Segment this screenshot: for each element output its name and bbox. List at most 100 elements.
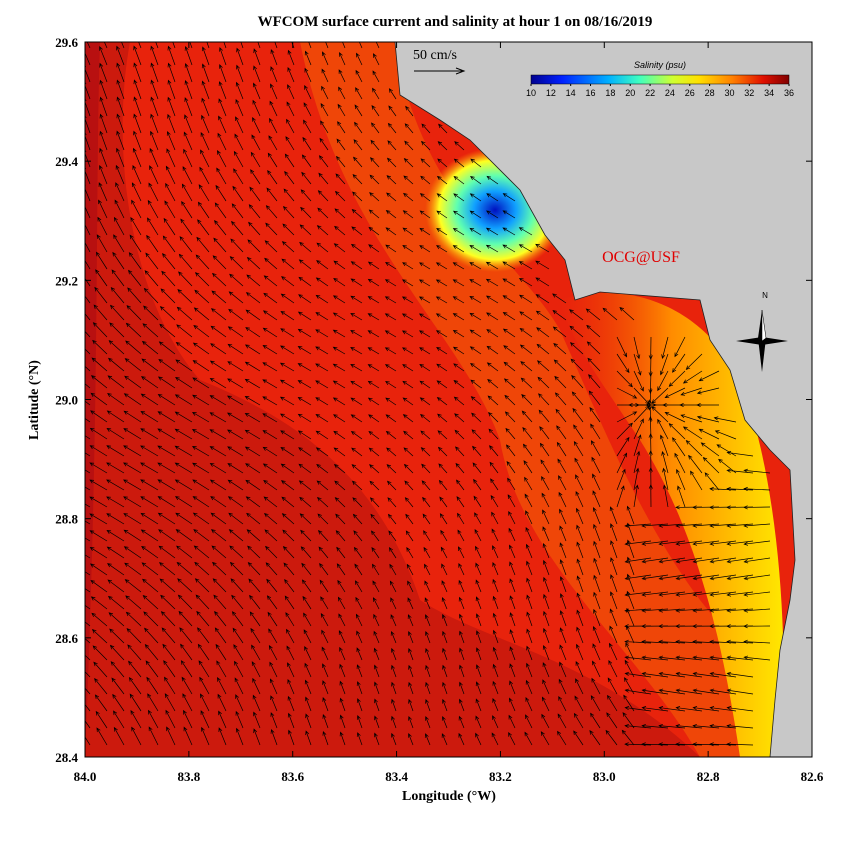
current-arrow: [162, 643, 176, 661]
current-arrow: [265, 205, 278, 219]
current-arrow: [337, 579, 346, 593]
current-arrow: [227, 395, 244, 406]
current-arrow: [680, 414, 703, 423]
current-arrow: [85, 224, 91, 236]
current-arrow: [251, 134, 261, 151]
current-arrow: [682, 370, 703, 384]
current-arrow: [165, 165, 176, 185]
current-arrow: [726, 688, 754, 695]
current-arrow: [574, 695, 584, 712]
current-arrow: [452, 245, 465, 253]
current-arrow: [626, 590, 635, 610]
current-arrow: [509, 595, 516, 610]
current-arrow: [332, 397, 346, 406]
current-arrow: [133, 79, 142, 100]
current-arrow: [402, 262, 414, 270]
current-arrow: [726, 574, 754, 581]
current-arrow: [131, 726, 142, 746]
current-arrow: [626, 539, 635, 559]
current-arrow: [489, 445, 499, 457]
current-arrow: [389, 563, 397, 576]
current-arrow: [408, 647, 414, 661]
current-arrow: [458, 732, 465, 746]
current-arrow: [149, 165, 159, 185]
current-arrow: [454, 141, 465, 151]
current-arrow: [111, 269, 125, 287]
current-arrow: [470, 158, 482, 168]
current-arrow: [321, 646, 329, 661]
current-arrow: [281, 513, 295, 525]
current-arrow: [270, 712, 278, 729]
current-arrow: [106, 427, 125, 440]
current-arrow: [336, 155, 346, 168]
current-arrow: [108, 340, 125, 355]
current-arrow: [262, 430, 278, 440]
current-arrow: [674, 452, 686, 474]
current-arrow: [350, 363, 363, 372]
current-arrow: [590, 712, 601, 729]
current-arrow: [250, 169, 261, 185]
current-arrow: [229, 545, 244, 559]
current-arrow: [692, 671, 720, 678]
current-arrow: [659, 434, 669, 457]
current-arrow: [308, 42, 312, 49]
current-arrow: [350, 330, 363, 338]
current-arrow: [177, 578, 193, 593]
current-arrow: [240, 42, 244, 49]
compass-rose: [736, 309, 788, 372]
current-arrow: [441, 733, 448, 746]
current-arrow: [698, 428, 720, 440]
current-arrow: [509, 561, 516, 576]
current-arrow: [140, 445, 159, 457]
current-arrow: [183, 131, 193, 151]
current-arrow: [369, 192, 380, 202]
current-arrow: [174, 496, 193, 508]
current-arrow: [492, 595, 499, 610]
current-arrow: [157, 479, 176, 491]
current-arrow: [132, 164, 142, 185]
current-arrow: [438, 123, 448, 134]
current-arrow: [486, 312, 499, 321]
current-arrow: [716, 444, 737, 457]
current-arrow: [266, 578, 278, 593]
current-arrow: [391, 664, 397, 678]
colorbar-tick-label: 18: [605, 88, 615, 98]
current-arrow: [473, 495, 482, 508]
current-arrow: [266, 187, 278, 202]
colorbar-tick-label: 36: [784, 88, 794, 98]
current-arrow: [424, 614, 431, 627]
current-arrow: [317, 513, 329, 525]
current-arrow: [385, 430, 397, 440]
current-arrow: [692, 574, 720, 581]
current-arrow: [453, 193, 465, 202]
current-arrow: [116, 147, 125, 168]
current-arrow: [193, 325, 210, 338]
current-arrow: [305, 730, 312, 746]
current-arrow: [197, 219, 210, 236]
current-arrow: [227, 429, 244, 440]
current-arrow: [297, 311, 312, 321]
current-arrow: [456, 496, 465, 508]
current-arrow: [193, 545, 210, 559]
y-axis-label: Latitude (°N): [27, 360, 42, 440]
current-arrow: [726, 671, 754, 678]
current-arrow: [609, 591, 618, 610]
current-arrow: [425, 647, 431, 661]
current-arrow: [539, 426, 550, 440]
current-arrow: [702, 456, 720, 474]
current-arrow: [177, 289, 193, 304]
current-arrow: [354, 580, 363, 593]
current-arrow: [85, 687, 91, 695]
current-arrow: [336, 138, 346, 151]
current-arrow: [140, 376, 159, 389]
current-arrow: [692, 655, 720, 661]
current-arrow: [408, 715, 414, 729]
current-arrow: [321, 629, 329, 644]
current-arrow: [123, 462, 142, 474]
current-arrow: [124, 375, 142, 389]
current-arrow: [356, 732, 363, 746]
current-arrow: [85, 435, 91, 440]
current-arrow: [252, 677, 261, 695]
current-arrow: [245, 309, 261, 321]
current-arrow: [743, 486, 771, 491]
